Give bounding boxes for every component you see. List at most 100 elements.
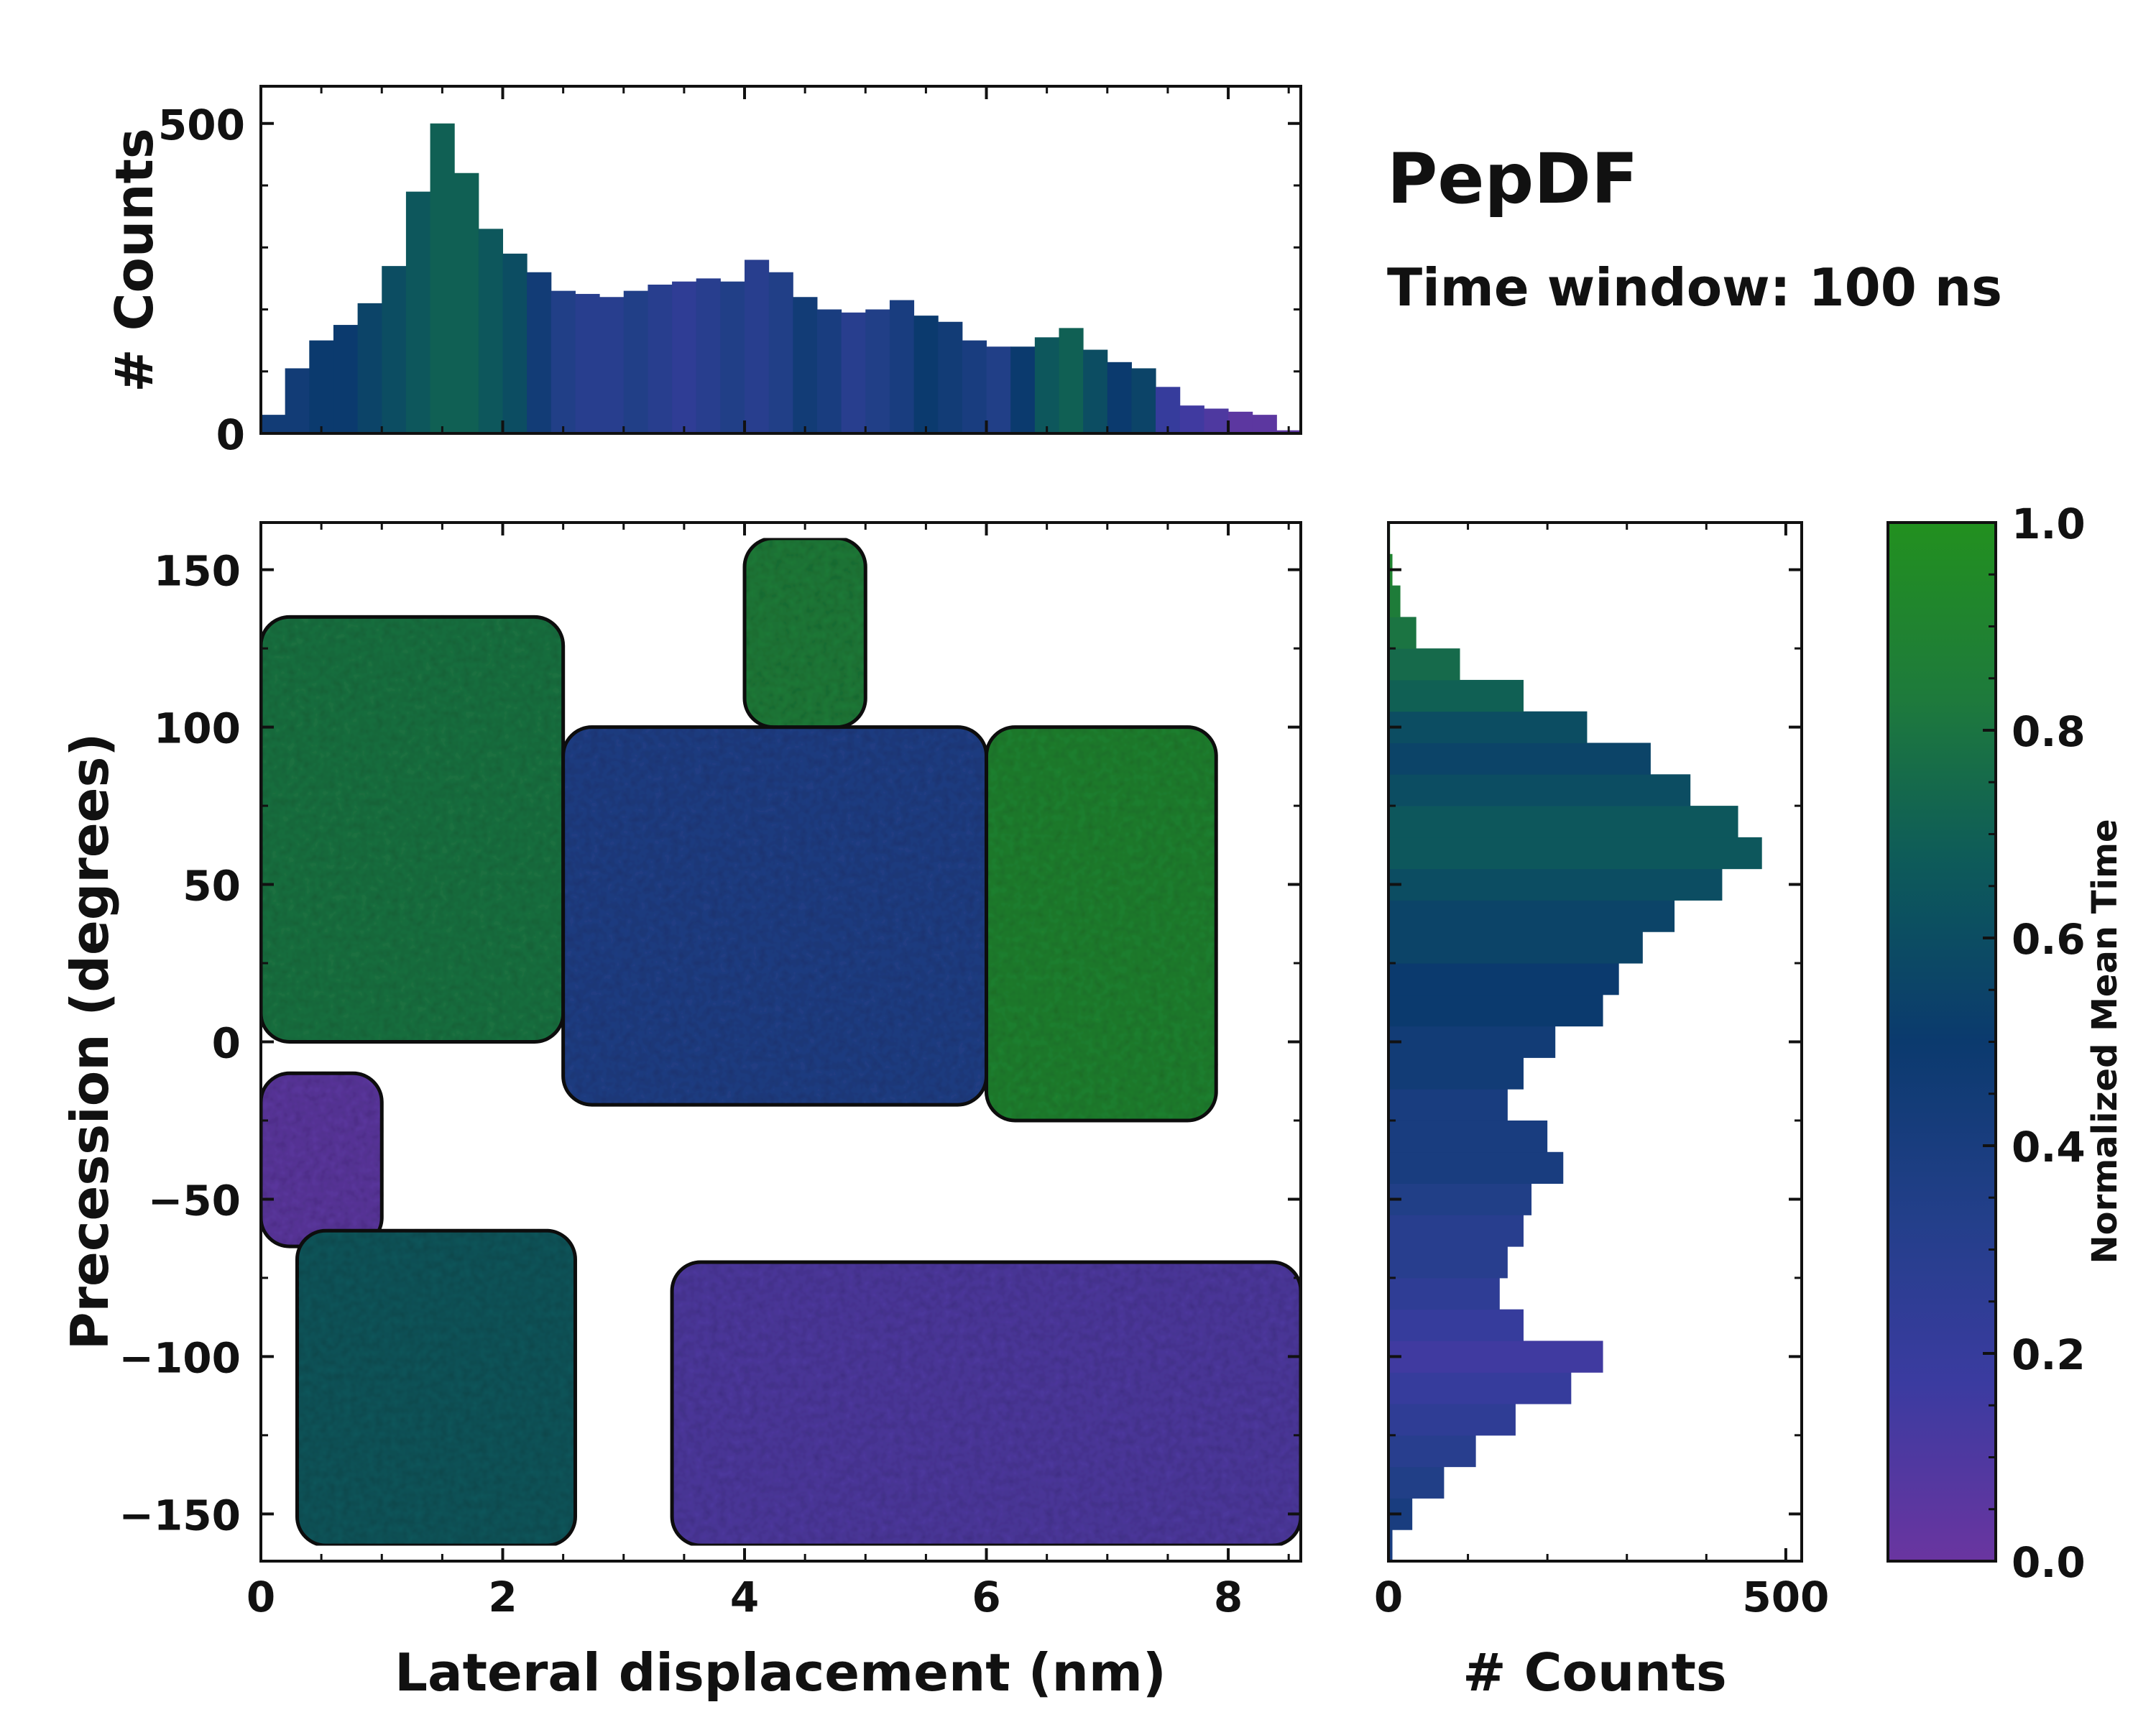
- heatmap-xlabel: Lateral displacement (nm): [395, 1642, 1166, 1703]
- right-hist-bar-21: [1388, 868, 1723, 901]
- top-hist-bar-35: [1107, 362, 1132, 433]
- top-hist-bar-6: [405, 191, 431, 433]
- right-hist-bar-22: [1388, 837, 1762, 870]
- heatmap-ytick-label-3: 0: [212, 1019, 241, 1068]
- right-hist-bar-13: [1388, 1120, 1548, 1153]
- top-hist-bar-4: [357, 303, 382, 433]
- heatmap-ticks: 0 2 4 6 8 150 100 50 0 −50 −100 −150: [119, 523, 1301, 1622]
- heatmap-area: [261, 536, 1301, 1547]
- top-hist-bar-28: [938, 321, 963, 433]
- top-hist-bar-20: [745, 259, 770, 433]
- right-hist-bar-16: [1388, 1026, 1556, 1058]
- right-hist-bar-17: [1388, 994, 1603, 1027]
- right-hist-bar-27: [1388, 679, 1524, 712]
- top-hist-bar-0: [261, 415, 286, 433]
- right-hist-bar-12: [1388, 1151, 1564, 1184]
- top-hist-bar-36: [1131, 368, 1156, 433]
- top-hist-bar-25: [865, 309, 890, 433]
- heatmap-regions: [261, 536, 1301, 1547]
- top-histogram-ylabel: # Counts: [104, 128, 165, 392]
- colorbar-tick-label-1: 0.2: [2012, 1330, 2086, 1379]
- right-hist-bar-11: [1388, 1183, 1532, 1215]
- heatmap-region-3: [985, 725, 1218, 1123]
- right-hist-bar-19: [1388, 932, 1643, 964]
- top-histogram-ticks: 0 500: [158, 86, 1301, 459]
- top-hist-bar-34: [1083, 349, 1108, 433]
- heatmap-region-1: [561, 725, 989, 1107]
- right-hist-xtick-label-0: 0: [1374, 1573, 1403, 1622]
- top-hist-bar-1: [285, 368, 310, 433]
- right-hist-bar-5: [1388, 1372, 1572, 1404]
- colorbar: [1886, 521, 1997, 1563]
- right-histogram: [1388, 523, 1762, 1562]
- heatmap-region-6: [670, 1260, 1301, 1547]
- right-histogram-xlabel: # Counts: [1462, 1642, 1727, 1703]
- top-hist-bar-26: [889, 300, 915, 433]
- top-hist-bar-14: [599, 297, 625, 433]
- top-hist-bar-15: [623, 290, 648, 433]
- right-hist-bar-0: [1388, 1530, 1393, 1562]
- heatmap-ylabel: Precession (degrees): [60, 733, 120, 1351]
- right-hist-bar-3: [1388, 1435, 1476, 1468]
- top-hist-bar-16: [648, 285, 673, 433]
- colorbar-tick-label-5: 1.0: [2012, 500, 2086, 548]
- heatmap-region-5: [295, 1228, 577, 1547]
- top-hist-bar-24: [841, 312, 866, 433]
- heatmap-ytick-label-4: −50: [148, 1176, 241, 1225]
- top-hist-bar-10: [502, 253, 528, 433]
- top-hist-ytick-label-1: 500: [158, 101, 245, 150]
- heatmap-ytick-label-5: −100: [119, 1333, 241, 1382]
- right-hist-bar-4: [1388, 1404, 1516, 1436]
- top-hist-bar-32: [1034, 337, 1059, 433]
- colorbar-tick-label-2: 0.4: [2012, 1123, 2086, 1172]
- right-hist-bar-6: [1388, 1340, 1603, 1373]
- top-hist-bar-22: [793, 297, 818, 433]
- heatmap-ytick-label-1: 100: [154, 704, 241, 753]
- right-hist-bar-9: [1388, 1246, 1508, 1279]
- colorbar-tick-label-4: 0.8: [2012, 707, 2086, 756]
- top-hist-bar-19: [720, 281, 745, 433]
- right-hist-bar-2: [1388, 1466, 1445, 1499]
- top-hist-bar-29: [962, 340, 987, 433]
- top-hist-bar-12: [550, 290, 576, 433]
- right-hist-bar-14: [1388, 1089, 1508, 1121]
- right-hist-bar-8: [1388, 1277, 1500, 1310]
- chart-subtitle: Time window: 100 ns: [1387, 257, 2002, 318]
- right-histogram-ticks: 0 500: [1374, 523, 1829, 1622]
- right-hist-bar-26: [1388, 711, 1588, 744]
- right-hist-xtick-label-1: 500: [1742, 1573, 1829, 1622]
- right-hist-bar-30: [1388, 585, 1401, 617]
- top-hist-bar-33: [1059, 328, 1084, 433]
- heatmap-region-0: [261, 615, 566, 1044]
- right-hist-bar-15: [1388, 1057, 1524, 1090]
- top-hist-bar-38: [1179, 405, 1204, 433]
- colorbar-tick-label-3: 0.6: [2012, 915, 2086, 964]
- right-hist-bar-23: [1388, 806, 1738, 838]
- right-hist-bar-18: [1388, 963, 1619, 995]
- top-hist-bar-41: [1252, 415, 1277, 433]
- right-hist-bar-20: [1388, 900, 1675, 932]
- top-hist-bar-13: [575, 293, 600, 433]
- heatmap-xtick-label-1: 2: [488, 1573, 517, 1622]
- right-hist-bar-7: [1388, 1309, 1524, 1341]
- top-hist-bar-3: [333, 325, 359, 433]
- heatmap-ytick-label-2: 50: [183, 862, 241, 911]
- colorbar-tick-label-0: 0.0: [2012, 1538, 2086, 1587]
- colorbar-label: Normalized Mean Time: [2085, 819, 2125, 1264]
- top-hist-bar-18: [696, 278, 721, 433]
- right-hist-bar-10: [1388, 1215, 1524, 1247]
- top-hist-bar-5: [382, 266, 407, 433]
- top-hist-bar-23: [816, 309, 842, 433]
- heatmap-ytick-label-0: 150: [154, 547, 241, 596]
- top-hist-bar-9: [478, 229, 504, 433]
- chart-title: PepDF: [1387, 139, 1638, 219]
- heatmap-region-2: [742, 536, 867, 730]
- top-hist-bar-7: [430, 123, 455, 433]
- top-hist-bar-27: [913, 316, 939, 433]
- top-hist-bar-21: [768, 272, 793, 433]
- top-hist-bar-2: [309, 340, 334, 433]
- top-hist-ytick-label-0: 0: [216, 410, 245, 459]
- top-hist-bar-8: [454, 172, 479, 433]
- top-hist-bar-37: [1156, 387, 1181, 433]
